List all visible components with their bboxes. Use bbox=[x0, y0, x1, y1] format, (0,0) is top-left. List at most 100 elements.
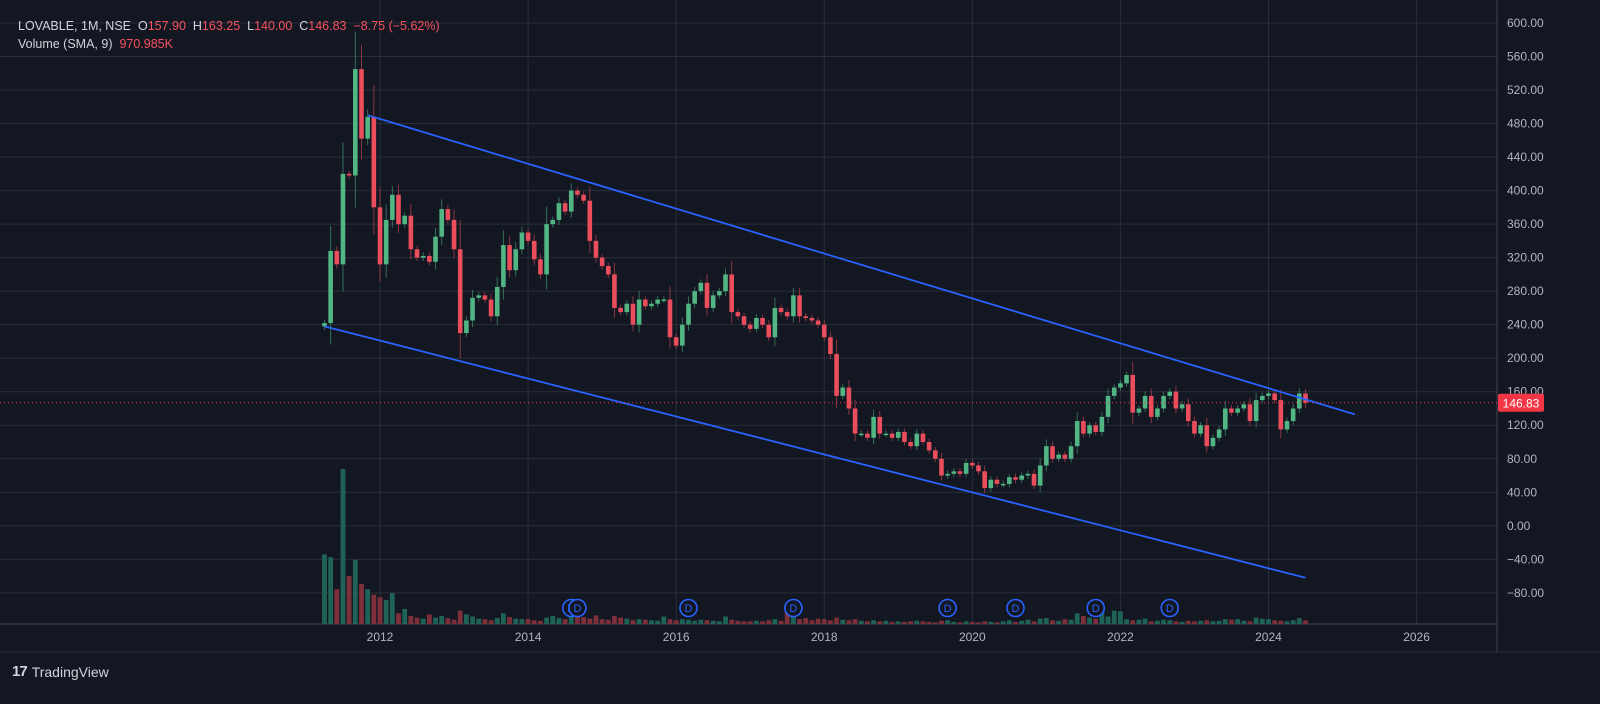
y-tick-label: 320.00 bbox=[1507, 251, 1544, 265]
candle-body bbox=[396, 194, 401, 225]
candle bbox=[889, 430, 895, 442]
candle-body bbox=[556, 203, 562, 220]
volume-bar bbox=[408, 615, 414, 624]
candle bbox=[914, 429, 920, 450]
candle-body bbox=[1155, 408, 1160, 417]
candle bbox=[346, 170, 352, 179]
volume-bar bbox=[1074, 613, 1080, 624]
dividend-icon bbox=[1086, 598, 1106, 618]
candle bbox=[470, 289, 475, 328]
candle bbox=[507, 236, 512, 278]
candle bbox=[568, 183, 574, 218]
volume-bar bbox=[1272, 620, 1278, 624]
candle-body bbox=[494, 286, 500, 317]
volume-bar bbox=[766, 620, 772, 624]
candle-body bbox=[963, 462, 969, 474]
volume-bar bbox=[908, 621, 914, 624]
candle-body bbox=[871, 416, 876, 438]
candle bbox=[1019, 472, 1024, 484]
candle bbox=[766, 320, 772, 342]
candle bbox=[1037, 458, 1043, 492]
volume-bar bbox=[772, 619, 778, 624]
volume-bar bbox=[840, 619, 846, 624]
candle-body bbox=[1247, 404, 1253, 422]
candle-body bbox=[383, 219, 389, 265]
candle bbox=[828, 331, 833, 360]
dividend-marker[interactable]: D bbox=[1006, 598, 1025, 618]
volume-bar bbox=[1050, 620, 1055, 624]
volume-bar bbox=[883, 620, 889, 624]
candle bbox=[1260, 392, 1265, 404]
candle-body bbox=[667, 299, 673, 338]
candle bbox=[1266, 390, 1271, 400]
candle bbox=[562, 199, 568, 215]
candle-body bbox=[686, 303, 691, 325]
candle-body bbox=[834, 354, 839, 396]
candle-body bbox=[680, 324, 685, 346]
candle bbox=[661, 296, 667, 303]
volume-bar bbox=[741, 621, 747, 624]
volume-bar bbox=[976, 622, 981, 624]
candle-body bbox=[568, 190, 574, 212]
y-tick-label: 280.00 bbox=[1507, 284, 1544, 298]
candle bbox=[408, 204, 414, 260]
volume-bar bbox=[982, 621, 988, 624]
dividend-marker[interactable]: D bbox=[1160, 598, 1180, 618]
candle-body bbox=[1044, 446, 1049, 466]
dividend-marker[interactable]: D bbox=[568, 598, 587, 618]
candle bbox=[420, 252, 426, 261]
candle bbox=[717, 287, 722, 299]
candle bbox=[1130, 361, 1136, 424]
candle bbox=[963, 459, 969, 478]
volume-bar bbox=[420, 618, 426, 624]
candle-body bbox=[1130, 374, 1136, 413]
candle-body bbox=[803, 316, 809, 318]
candle bbox=[1081, 416, 1086, 438]
volume-bar bbox=[1099, 611, 1105, 624]
candle bbox=[877, 410, 883, 439]
dividend-label: D bbox=[1166, 603, 1174, 615]
candle-body bbox=[1062, 454, 1068, 459]
tradingview-footer[interactable]: 17 TradingView bbox=[12, 663, 109, 680]
dividend-marker[interactable]: D bbox=[1086, 598, 1106, 618]
candle bbox=[760, 314, 765, 329]
candle bbox=[735, 308, 741, 320]
candle bbox=[710, 290, 716, 312]
volume-bar bbox=[1290, 620, 1296, 624]
dividend-marker[interactable]: D bbox=[679, 598, 698, 618]
candle-body bbox=[1142, 395, 1148, 409]
candle bbox=[797, 288, 802, 323]
volume-bar bbox=[1118, 611, 1123, 624]
candle bbox=[488, 293, 494, 322]
candle bbox=[390, 185, 395, 228]
volume-bar bbox=[1148, 621, 1154, 624]
candle bbox=[939, 452, 944, 481]
volume-bar bbox=[340, 469, 346, 624]
candle-body bbox=[1000, 483, 1006, 486]
volume-bar bbox=[1087, 617, 1092, 624]
candle bbox=[587, 186, 593, 253]
dividend-marker[interactable]: D bbox=[784, 598, 803, 618]
volume-bar bbox=[383, 599, 389, 624]
y-tick-label: 560.00 bbox=[1507, 50, 1544, 64]
brand-name: TradingView bbox=[31, 663, 109, 680]
candle bbox=[599, 254, 605, 270]
candle bbox=[741, 312, 747, 329]
candle-body bbox=[1235, 408, 1240, 413]
candle bbox=[1235, 405, 1240, 417]
candle bbox=[1013, 473, 1018, 484]
volume-bar bbox=[649, 620, 654, 624]
candle-body bbox=[939, 458, 944, 476]
volume-bar bbox=[809, 620, 815, 624]
dividend-marker[interactable]: D bbox=[938, 598, 957, 618]
candle bbox=[976, 462, 981, 475]
candle bbox=[1155, 405, 1160, 421]
candle bbox=[680, 317, 685, 352]
candle-body bbox=[427, 255, 432, 262]
volume-bar bbox=[1013, 621, 1018, 624]
volume-bar bbox=[636, 619, 642, 624]
candle-body bbox=[488, 299, 494, 317]
dividend-label: D bbox=[685, 603, 693, 615]
candle bbox=[1068, 441, 1074, 463]
